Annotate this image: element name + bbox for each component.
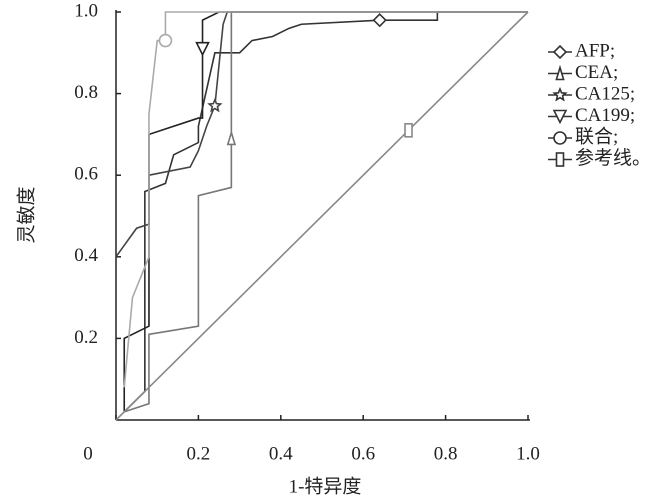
- legend-marker: [553, 131, 567, 145]
- roc-line: [123, 11, 528, 412]
- legend-label: CEA;: [575, 62, 618, 83]
- legend-label: 联合;: [575, 125, 618, 147]
- y-tick-label: 1.0: [74, 0, 98, 21]
- legend-marker: [552, 109, 568, 125]
- legend-label: AFP;: [575, 40, 615, 61]
- x-tick-label: 0.4: [269, 443, 293, 464]
- legend-marker: [555, 152, 565, 167]
- marker: [226, 129, 237, 146]
- x-tick-label: 1.0: [516, 443, 540, 464]
- x-tick-label: 0.2: [187, 443, 211, 464]
- y-axis-label: 灵敏度: [15, 186, 37, 243]
- marker: [207, 97, 223, 113]
- legend-label: 参考线。: [575, 147, 651, 169]
- x-tick-label: 0.6: [351, 443, 375, 464]
- legend-marker: [552, 86, 568, 102]
- y-tick-label: 0.2: [74, 327, 98, 348]
- marker: [158, 33, 173, 48]
- legend-marker: [552, 44, 568, 60]
- legend-marker: [555, 64, 565, 81]
- marker: [195, 41, 210, 57]
- x-tick-label: 0.8: [434, 443, 458, 464]
- y-tick-label: 0.8: [74, 82, 98, 103]
- x-tick-label: 0: [83, 443, 93, 464]
- legend-label: CA199;: [575, 105, 635, 126]
- roc-line: [123, 11, 528, 413]
- legend-label: CA125;: [575, 83, 635, 104]
- roc-line: [123, 11, 528, 388]
- roc-line: [123, 11, 528, 413]
- y-tick-label: 0.6: [74, 164, 98, 185]
- marker: [404, 123, 413, 138]
- roc-line: [115, 11, 529, 421]
- x-axis-label: 1-特异度: [289, 475, 362, 497]
- y-tick-label: 0.4: [74, 245, 98, 266]
- marker: [372, 13, 387, 28]
- roc-line: [115, 11, 528, 258]
